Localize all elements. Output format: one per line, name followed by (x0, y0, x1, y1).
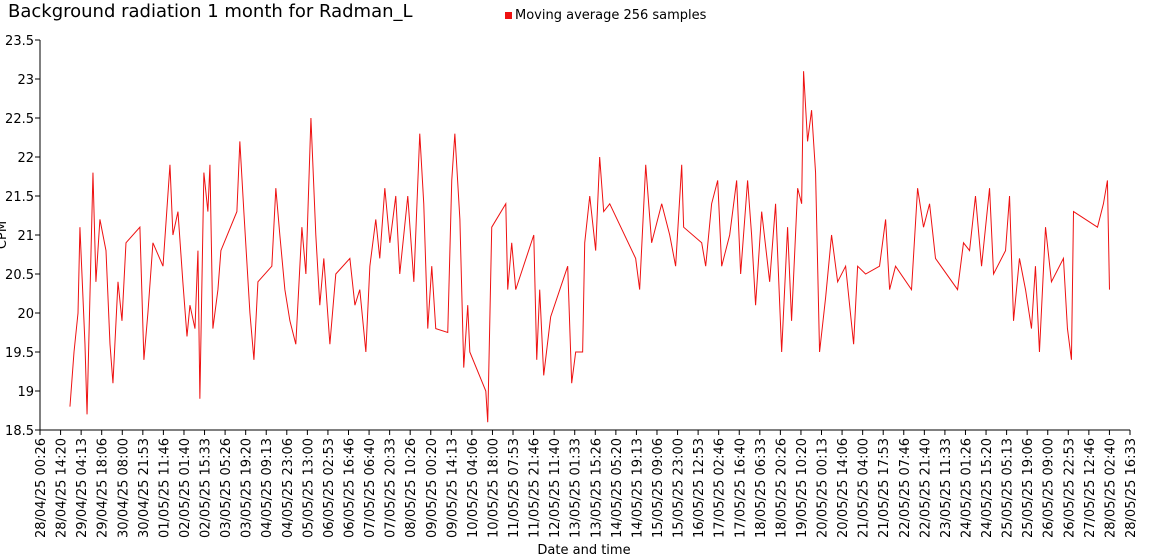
x-tick-label: 15/05/25 09:06 (651, 438, 666, 538)
x-tick-label: 30/04/25 08:00 (116, 438, 131, 538)
x-tick-label: 14/05/25 19:13 (630, 438, 645, 538)
x-tick-label: 13/05/25 15:26 (589, 438, 604, 538)
x-tick-label: 19/05/25 10:20 (795, 438, 810, 538)
y-tick-label: 21.5 (5, 190, 34, 205)
y-tick-label: 20.5 (5, 268, 34, 283)
x-tick-label: 11/05/25 21:46 (528, 438, 543, 538)
x-tick-label: 21/05/25 17:53 (877, 438, 892, 538)
x-tick-label: 20/05/25 00:13 (816, 438, 831, 538)
x-tick-label: 02/05/25 15:33 (199, 438, 214, 538)
x-tick-label: 16/05/25 12:53 (692, 438, 707, 538)
x-tick-label: 26/05/25 09:00 (1042, 438, 1057, 538)
x-tick-label: 01/05/25 11:46 (157, 438, 172, 538)
x-tick-label: 17/05/25 16:40 (733, 438, 748, 538)
x-tick-label: 25/05/25 05:13 (1001, 438, 1016, 538)
x-tick-label: 24/05/25 01:26 (959, 438, 974, 538)
x-tick-label: 21/05/25 04:00 (857, 438, 872, 538)
series-line (69, 71, 1110, 423)
x-tick-label: 12/05/25 11:40 (548, 438, 563, 538)
x-tick-label: 03/05/25 05:26 (219, 438, 234, 538)
x-tick-label: 29/04/25 18:06 (96, 438, 111, 538)
x-tick-label: 23/05/25 11:33 (939, 438, 954, 538)
x-tick-label: 10/05/25 18:00 (486, 438, 501, 538)
x-tick-label: 28/04/25 14:20 (55, 438, 70, 538)
x-tick-label: 22/05/25 07:46 (898, 438, 913, 538)
legend-swatch (505, 12, 512, 19)
x-tick-label: 10/05/25 04:06 (466, 438, 481, 538)
x-tick-label: 06/05/25 16:46 (342, 438, 357, 538)
x-tick-label: 15/05/25 23:00 (672, 438, 687, 538)
x-tick-label: 17/05/25 02:46 (713, 438, 728, 538)
x-tick-label: 11/05/25 07:53 (507, 438, 522, 538)
y-tick-label: 21 (17, 229, 34, 244)
x-tick-label: 05/05/25 13:00 (301, 438, 316, 538)
x-tick-label: 04/05/25 23:06 (281, 438, 296, 538)
x-tick-label: 28/05/25 02:40 (1103, 438, 1118, 538)
x-tick-label: 09/05/25 14:13 (445, 438, 460, 538)
y-tick-label: 23 (17, 73, 34, 88)
x-axis-label: Date and time (537, 543, 630, 558)
x-tick-label: 18/05/25 06:33 (754, 438, 769, 538)
y-tick-label: 22 (17, 151, 34, 166)
x-tick-label: 28/05/25 16:33 (1124, 438, 1139, 538)
chart-title: Background radiation 1 month for Radman_… (8, 1, 413, 22)
x-tick-label: 29/04/25 04:13 (75, 438, 90, 538)
x-tick-label: 13/05/25 01:33 (569, 438, 584, 538)
x-tick-label: 09/05/25 00:20 (425, 438, 440, 538)
x-tick-label: 20/05/25 14:06 (836, 438, 851, 538)
x-tick-label: 22/05/25 21:40 (918, 438, 933, 538)
x-tick-label: 30/04/25 21:53 (137, 438, 152, 538)
y-tick-label: 19 (17, 385, 34, 400)
x-tick-label: 18/05/25 20:26 (774, 438, 789, 538)
x-tick-label: 04/05/25 09:13 (260, 438, 275, 538)
y-tick-label: 19.5 (5, 346, 34, 361)
x-tick-label: 28/04/25 00:26 (34, 438, 49, 538)
x-tick-label: 07/05/25 06:40 (363, 438, 378, 538)
y-tick-label: 23.5 (5, 34, 34, 49)
x-tick-label: 07/05/25 20:33 (384, 438, 399, 538)
y-axis-label: CPM (0, 221, 10, 249)
y-tick-label: 20 (17, 307, 34, 322)
legend-label: Moving average 256 samples (515, 8, 707, 23)
x-tick-label: 03/05/25 19:20 (240, 438, 255, 538)
x-tick-label: 27/05/25 12:46 (1083, 438, 1098, 538)
x-tick-label: 06/05/25 02:53 (322, 438, 337, 538)
x-tick-label: 08/05/25 10:26 (404, 438, 419, 538)
y-tick-label: 18.5 (5, 424, 34, 439)
x-tick-label: 26/05/25 22:53 (1062, 438, 1077, 538)
x-tick-label: 14/05/25 05:20 (610, 438, 625, 538)
x-tick-label: 25/05/25 19:06 (1021, 438, 1036, 538)
x-tick-label: 02/05/25 01:40 (178, 438, 193, 538)
y-tick-label: 22.5 (5, 112, 34, 127)
x-tick-label: 24/05/25 15:20 (980, 438, 995, 538)
